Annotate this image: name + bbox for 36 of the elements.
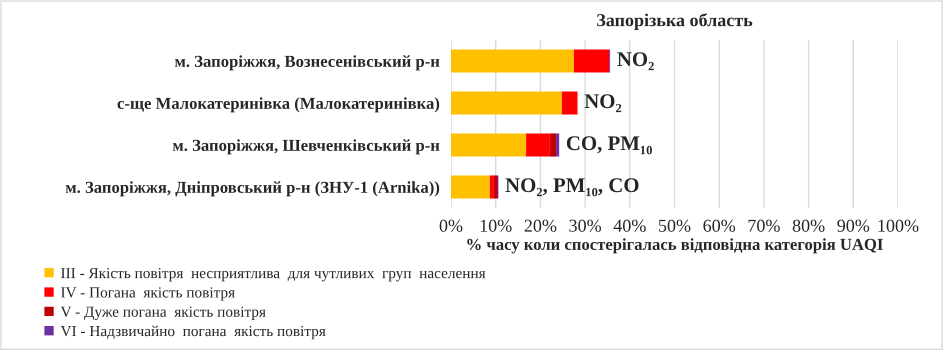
- x-axis-title: % часу коли спостерігалась відповідна категорія UAQI: [467, 238, 883, 254]
- legend-label: III - Якість повітря несприятлива для чутливих груп населення: [61, 268, 486, 282]
- x-tick-label: 80%: [792, 220, 825, 232]
- legend-label: V - Дуже погана якість повітря: [60, 306, 266, 320]
- bar: [451, 175, 490, 199]
- bar: [451, 133, 526, 157]
- bar: [451, 91, 562, 115]
- x-tick-label: 90%: [837, 220, 870, 232]
- annotation: CO, PM₁₀: [566, 136, 652, 154]
- x-tick-label: 100%: [878, 220, 918, 232]
- bar: [451, 49, 574, 73]
- bar: [494, 175, 498, 199]
- x-tick-label: 0%: [440, 220, 462, 232]
- y-tick-label: м. Запоріжжя, Шевченківський р-н: [172, 139, 440, 154]
- legend-label: VI - Надзвичайно погана якість повітря: [60, 326, 326, 340]
- x-tick-label: 20%: [524, 220, 556, 232]
- annotation: NO₂: [584, 94, 622, 112]
- bar: [574, 49, 610, 73]
- y-tick-label: с-ще Малокатеринівка (Малокатеринівка): [118, 97, 440, 112]
- x-tick-label: 70%: [748, 220, 780, 232]
- bar: [526, 133, 550, 157]
- annotation: NO₂, PM₁₀, CO: [505, 178, 639, 196]
- x-tick-label: 60%: [703, 220, 736, 232]
- y-tick-label: м. Запоріжжя, Вознесенівський р-н: [174, 55, 440, 70]
- annotation: NO₂: [617, 52, 654, 70]
- x-tick-label: 30%: [569, 220, 602, 232]
- bar: [550, 133, 556, 157]
- legend-label: IV - Погана якість повітря: [61, 287, 235, 301]
- y-tick-label: м. Запоріжжя, Дніпровський р-н (ЗНУ-1 (Arnika)): [66, 181, 440, 196]
- bar: [556, 133, 560, 157]
- chart-title: Запорізька область: [597, 13, 752, 30]
- bar: [490, 175, 494, 199]
- x-tick-label: 40%: [614, 220, 646, 232]
- x-tick-label: 50%: [659, 220, 690, 232]
- bar: [562, 91, 578, 115]
- x-tick-label: 10%: [480, 220, 512, 232]
